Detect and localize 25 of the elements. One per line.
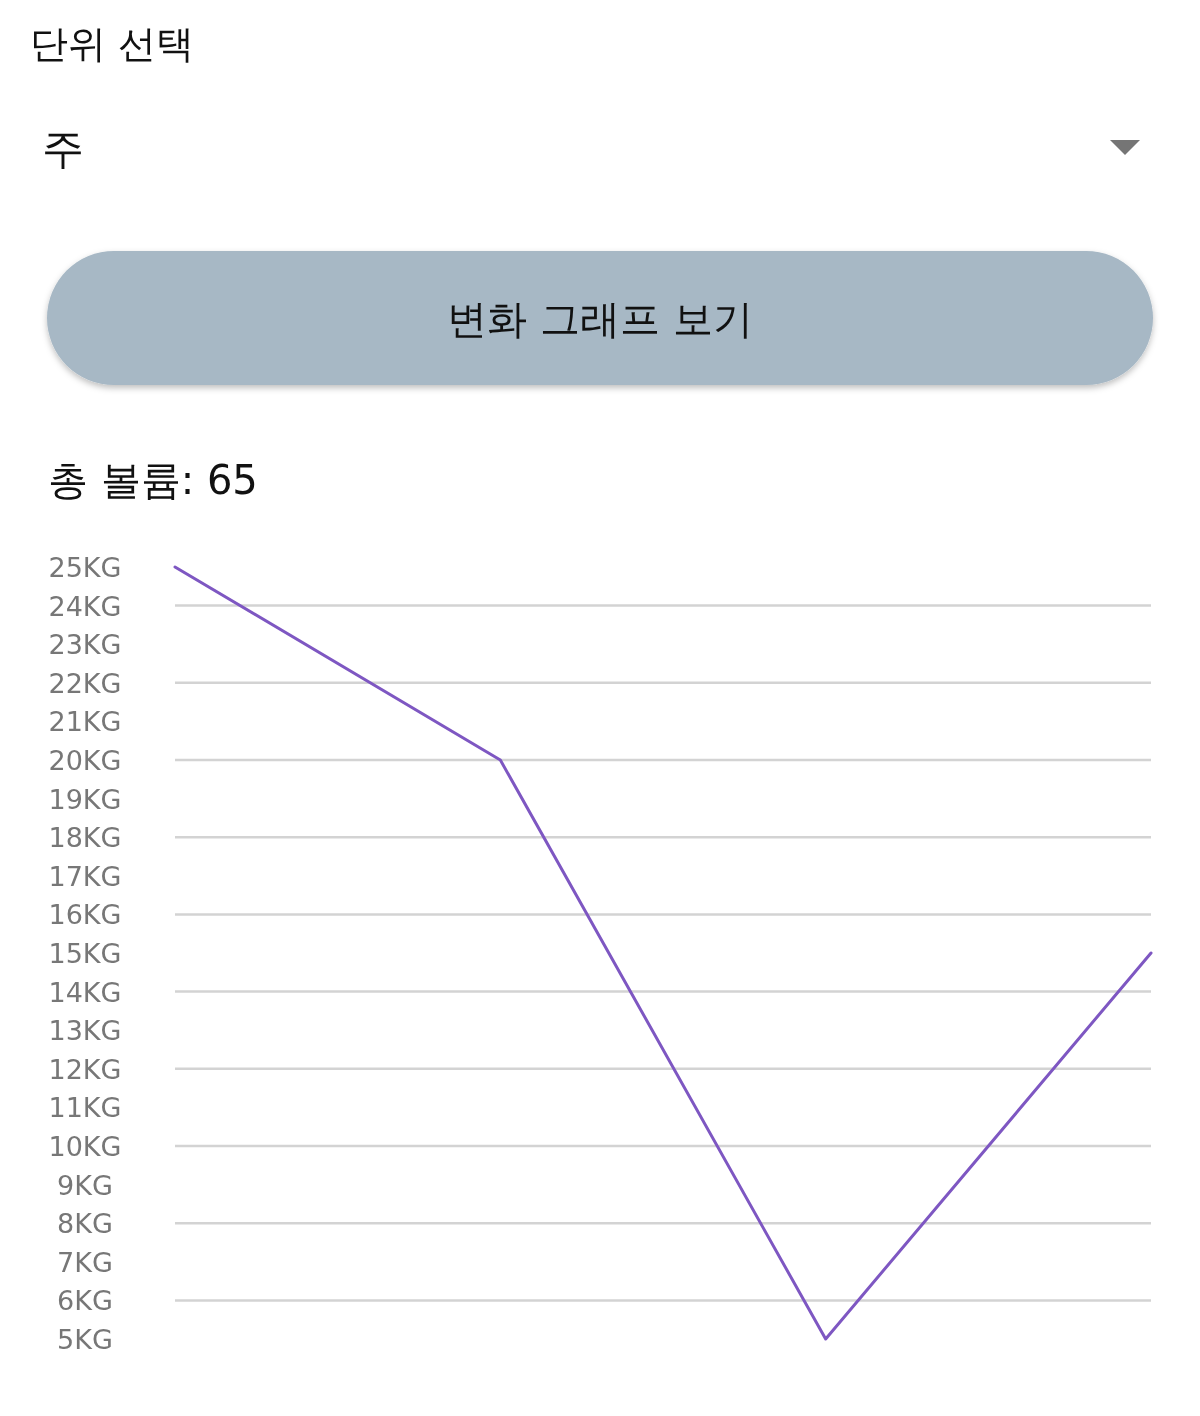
dropdown-value: 주 (42, 124, 84, 173)
y-tick-label: 25KG (48, 552, 122, 583)
title: 총 볼륨: 65 (48, 457, 258, 503)
y-tick-label: 7KG (57, 1246, 113, 1278)
y-tick-label: 17KG (48, 860, 122, 892)
y-tick-label: 6KG (57, 1285, 113, 1317)
y-tick-label: 12KG (48, 1053, 122, 1085)
y-tick-label: 20KG (48, 745, 122, 776)
y-tick-label: 8KG (57, 1208, 113, 1240)
y-tick-label: 10KG (48, 1131, 122, 1162)
y-tick-label: 13KG (48, 1015, 122, 1047)
y-tick-label: 24KG (48, 590, 122, 622)
y-tick-label: 15KG (48, 938, 122, 969)
y-tick-label: 22KG (48, 667, 122, 699)
y-tick-label: 19KG (48, 783, 122, 815)
y-tick-label: 16KG (48, 899, 122, 931)
y-tick-label: 5KG (57, 1324, 113, 1355)
button: 변화 그래프 보기 (47, 251, 1153, 385)
label: 단위 선택 (30, 22, 195, 66)
y-tick-label: 23KG (48, 629, 122, 661)
y-tick-label: 18KG (48, 822, 122, 854)
y-tick-label: 11KG (48, 1092, 122, 1124)
y-tick-label: 21KG (48, 706, 122, 738)
y-tick-label: 14KG (48, 976, 122, 1008)
y-tick-label: 9KG (57, 1169, 113, 1201)
